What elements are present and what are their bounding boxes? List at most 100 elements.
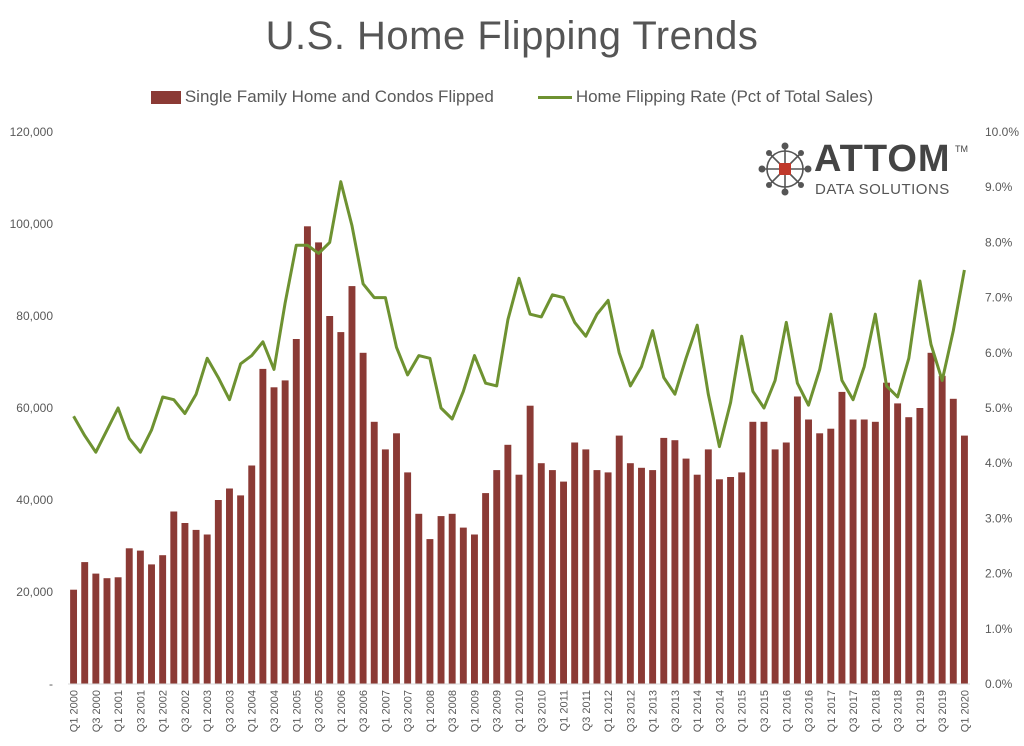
bar — [816, 433, 824, 684]
x-tick-label: Q3 2001 — [135, 690, 147, 732]
x-tick-label: Q1 2014 — [692, 690, 704, 732]
bar — [960, 435, 968, 684]
x-tick-label: Q1 2012 — [603, 690, 615, 732]
bar — [348, 286, 356, 684]
x-tick-label: Q1 2002 — [158, 690, 170, 732]
y-right-tick-label: 10.0% — [985, 125, 1019, 139]
bar — [181, 523, 189, 684]
bar — [526, 405, 534, 684]
bar — [660, 437, 668, 684]
bar — [359, 352, 367, 684]
x-tick-label: Q1 2006 — [336, 690, 348, 732]
bar — [715, 479, 723, 684]
bar — [649, 470, 657, 684]
bar — [471, 534, 478, 684]
bar — [270, 387, 278, 684]
x-tick-label: Q1 2017 — [826, 690, 838, 732]
bar — [560, 481, 567, 684]
bar — [437, 516, 445, 684]
bar — [226, 488, 233, 684]
bar — [805, 419, 812, 684]
bar — [771, 449, 779, 684]
x-tick-label: Q1 2009 — [470, 690, 482, 732]
x-tick-label: Q3 2009 — [492, 690, 504, 732]
bar — [894, 403, 902, 684]
attom-logo-subtitle: DATA SOLUTIONS — [815, 181, 950, 198]
bar — [749, 421, 757, 684]
y-right-tick-label: 5.0% — [985, 401, 1013, 415]
bar — [571, 442, 579, 684]
y-right-tick-label: 6.0% — [985, 346, 1013, 360]
bar — [148, 564, 155, 684]
y-left-tick-label: 100,000 — [10, 217, 54, 231]
x-tick-label: Q3 2012 — [625, 690, 637, 732]
x-tick-label: Q1 2013 — [648, 690, 660, 732]
y-left-tick-label: 80,000 — [16, 309, 53, 323]
bar — [515, 474, 523, 684]
legend-item-bars: Single Family Home and Condos Flipped — [150, 87, 494, 107]
bar — [760, 421, 768, 684]
bar — [92, 573, 100, 684]
x-tick-label: Q3 2002 — [180, 690, 192, 732]
bar — [381, 449, 389, 684]
chart-title: U.S. Home Flipping Trends — [265, 14, 759, 58]
bar — [827, 428, 835, 684]
bar — [927, 352, 935, 684]
bar — [682, 458, 690, 684]
x-tick-label: Q1 2000 — [69, 690, 81, 732]
y-right-tick-label: 4.0% — [985, 456, 1013, 470]
bar — [81, 562, 89, 684]
x-tick-label: Q3 2004 — [269, 690, 281, 732]
bar — [671, 440, 679, 684]
x-tick-label: Q3 2008 — [447, 690, 459, 732]
bar — [548, 470, 556, 684]
attom-logo-icon — [758, 142, 812, 196]
x-tick-label: Q3 2006 — [358, 690, 370, 732]
y-left-tick-label: - — [49, 677, 53, 691]
bar — [415, 513, 423, 684]
bar — [537, 463, 545, 684]
x-tick-label: Q1 2003 — [202, 690, 214, 732]
attom-logo: ATTOM TM DATA SOLUTIONS — [758, 138, 968, 200]
bar — [905, 417, 913, 684]
line-series-flipping-rate — [72, 180, 966, 454]
bar — [793, 396, 801, 684]
bar — [326, 316, 334, 684]
bar — [504, 444, 512, 684]
y-left-tick-label: 40,000 — [16, 493, 53, 507]
bar — [103, 578, 111, 684]
bar — [170, 511, 178, 684]
bar — [214, 500, 222, 684]
x-tick-label: Q1 2011 — [559, 690, 571, 731]
bar — [738, 472, 746, 684]
x-tick-label: Q3 2013 — [670, 690, 682, 732]
bar — [70, 589, 78, 684]
x-tick-label: Q1 2007 — [380, 690, 392, 732]
y-right-tick-label: 8.0% — [985, 235, 1013, 249]
y-right-tick-label: 2.0% — [985, 567, 1013, 581]
bar — [582, 449, 590, 684]
bar — [393, 433, 400, 684]
bar — [448, 513, 456, 684]
bar — [292, 339, 300, 684]
x-tick-label: Q3 2011 — [581, 690, 593, 731]
legend-label-bars: Single Family Home and Condos Flipped — [184, 87, 494, 106]
bar — [404, 472, 412, 684]
y-right-tick-label: 3.0% — [985, 511, 1013, 525]
bar — [916, 408, 924, 684]
bar — [693, 474, 701, 684]
x-tick-label: Q3 2005 — [314, 690, 326, 732]
bar — [938, 375, 946, 684]
bar — [593, 470, 601, 684]
x-tick-label: Q3 2017 — [848, 690, 860, 732]
x-tick-label: Q1 2020 — [959, 690, 971, 732]
x-tick-label: Q1 2016 — [781, 690, 793, 732]
bar — [459, 527, 467, 684]
x-tick-label: Q3 2000 — [91, 690, 103, 732]
y-left-tick-label: 120,000 — [10, 125, 54, 139]
bar — [883, 382, 890, 684]
bar — [860, 419, 868, 684]
bar — [237, 495, 245, 684]
y-left-tick-label: 60,000 — [16, 401, 53, 415]
y-right-tick-label: 1.0% — [985, 622, 1013, 636]
